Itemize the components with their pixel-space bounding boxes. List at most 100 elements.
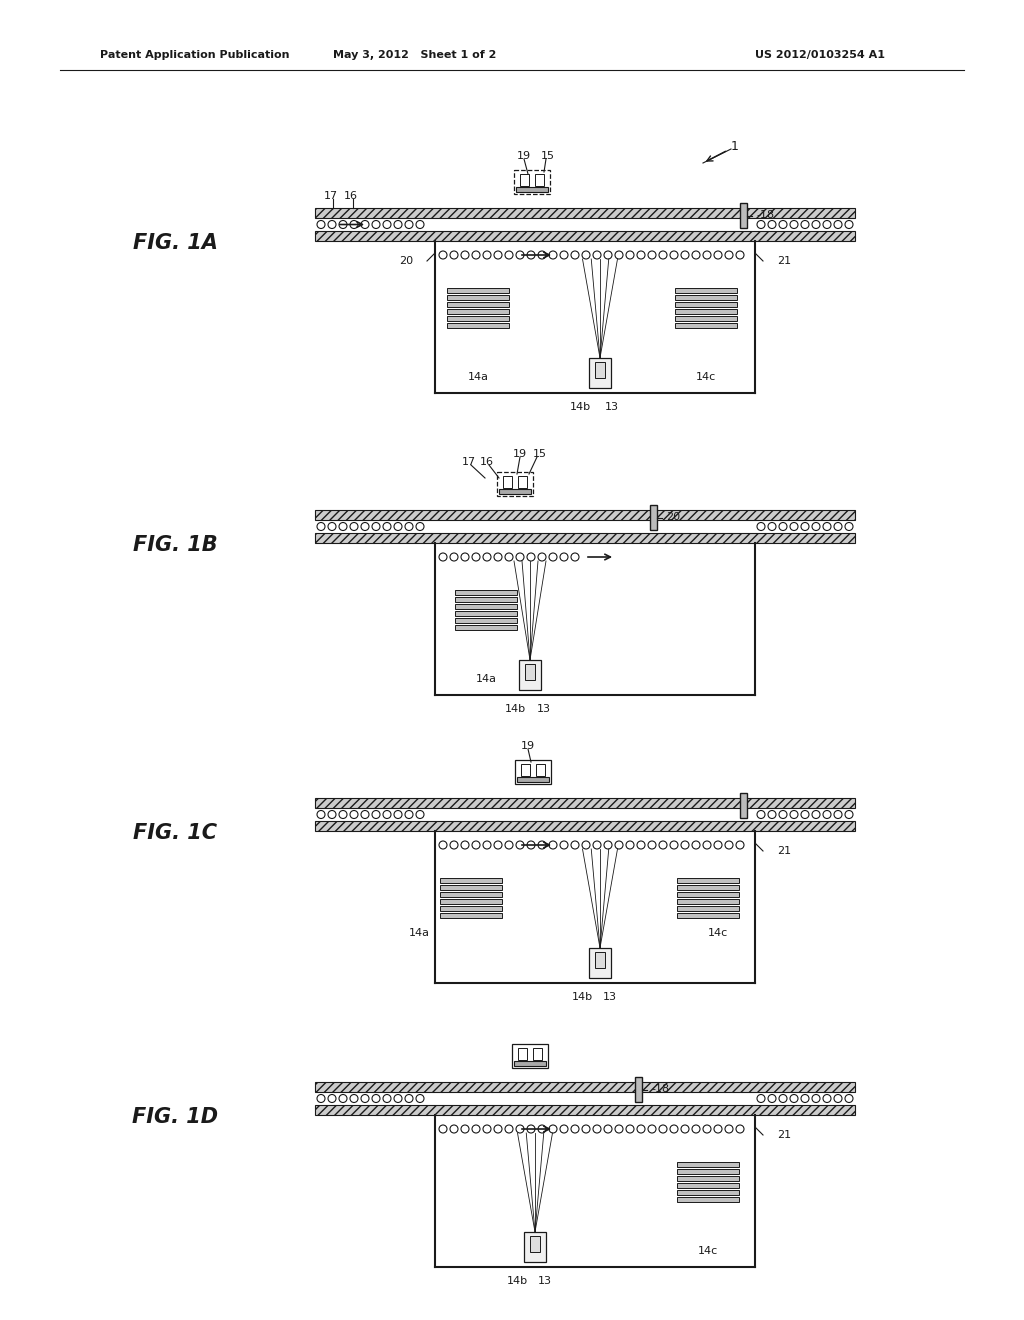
Bar	[675, 315, 737, 321]
Bar	[440, 906, 502, 911]
Text: 17: 17	[462, 457, 476, 467]
Bar	[315, 209, 855, 218]
Text: 14c: 14c	[708, 928, 728, 939]
Bar	[677, 884, 739, 890]
Text: 14b: 14b	[507, 1276, 527, 1286]
Bar	[315, 533, 855, 543]
Bar	[315, 1082, 855, 1092]
Text: 14b: 14b	[505, 704, 525, 714]
Bar	[518, 477, 527, 488]
Bar	[535, 174, 544, 186]
Text: 15: 15	[541, 150, 555, 161]
Bar	[447, 302, 509, 308]
Bar	[677, 1183, 739, 1188]
Bar	[677, 899, 739, 904]
Text: 13: 13	[605, 403, 618, 412]
Text: 14a: 14a	[468, 372, 488, 381]
Text: 20: 20	[399, 256, 413, 267]
Text: 20: 20	[666, 512, 680, 523]
Bar	[315, 799, 855, 808]
Text: -18: -18	[651, 1085, 669, 1094]
Text: FIG. 1D: FIG. 1D	[132, 1107, 218, 1127]
Text: 21: 21	[777, 256, 792, 267]
Text: 17: 17	[324, 191, 338, 201]
Bar	[677, 1176, 739, 1181]
Bar	[675, 309, 737, 314]
Bar	[515, 760, 551, 784]
Bar	[455, 597, 517, 602]
Bar	[440, 884, 502, 890]
Text: 1: 1	[731, 140, 739, 153]
Bar	[447, 309, 509, 314]
Bar	[675, 294, 737, 300]
Bar	[740, 203, 746, 228]
Bar	[514, 1061, 546, 1067]
Text: 14c: 14c	[698, 1246, 718, 1257]
Text: -18: -18	[756, 210, 774, 220]
Bar	[455, 611, 517, 616]
Bar	[315, 231, 855, 242]
Text: May 3, 2012   Sheet 1 of 2: May 3, 2012 Sheet 1 of 2	[334, 50, 497, 59]
Text: 14a: 14a	[409, 928, 430, 939]
Bar	[440, 913, 502, 917]
Bar	[447, 294, 509, 300]
Text: US 2012/0103254 A1: US 2012/0103254 A1	[755, 50, 885, 59]
Bar	[440, 899, 502, 904]
Bar	[516, 187, 548, 191]
Bar	[675, 288, 737, 293]
Bar	[440, 892, 502, 898]
Bar	[499, 488, 531, 494]
Bar	[677, 1191, 739, 1195]
Text: 19: 19	[517, 150, 531, 161]
Bar	[525, 664, 535, 680]
Bar	[677, 913, 739, 917]
Text: 16: 16	[480, 457, 494, 467]
Bar	[635, 1077, 642, 1102]
Text: FIG. 1A: FIG. 1A	[132, 234, 217, 253]
Bar	[521, 764, 530, 776]
Bar	[595, 362, 605, 378]
Bar	[455, 605, 517, 609]
Bar	[536, 764, 545, 776]
Text: 16: 16	[344, 191, 358, 201]
Text: 14c: 14c	[696, 372, 716, 381]
Text: FIG. 1C: FIG. 1C	[133, 822, 217, 843]
Bar	[517, 777, 549, 781]
Bar	[740, 793, 746, 818]
Bar	[514, 170, 550, 194]
Text: 21: 21	[777, 846, 792, 855]
Bar	[315, 821, 855, 832]
Text: 14a: 14a	[475, 675, 497, 684]
Bar	[677, 1170, 739, 1173]
Bar	[455, 590, 517, 595]
Bar	[677, 1162, 739, 1167]
Text: FIG. 1B: FIG. 1B	[133, 535, 217, 554]
Bar	[503, 477, 512, 488]
Bar	[512, 1044, 548, 1068]
Bar	[595, 952, 605, 968]
Bar	[455, 624, 517, 630]
Bar	[589, 358, 611, 388]
Bar	[677, 906, 739, 911]
Bar	[518, 1048, 527, 1060]
Text: 21: 21	[777, 1130, 792, 1140]
Bar	[677, 878, 739, 883]
Text: 13: 13	[538, 1276, 552, 1286]
Text: Patent Application Publication: Patent Application Publication	[100, 50, 290, 59]
Bar	[520, 174, 529, 186]
Bar	[315, 510, 855, 520]
Text: 19: 19	[521, 741, 536, 751]
Bar	[519, 660, 541, 690]
Bar	[455, 618, 517, 623]
Bar	[677, 1197, 739, 1203]
Bar	[589, 948, 611, 978]
Text: 14b: 14b	[571, 993, 593, 1002]
Text: 14b: 14b	[569, 403, 591, 412]
Text: 15: 15	[534, 449, 547, 459]
Text: 13: 13	[537, 704, 551, 714]
Text: 13: 13	[603, 993, 617, 1002]
Bar	[524, 1232, 546, 1262]
Bar	[315, 1105, 855, 1115]
Bar	[675, 323, 737, 327]
Bar	[650, 506, 657, 531]
